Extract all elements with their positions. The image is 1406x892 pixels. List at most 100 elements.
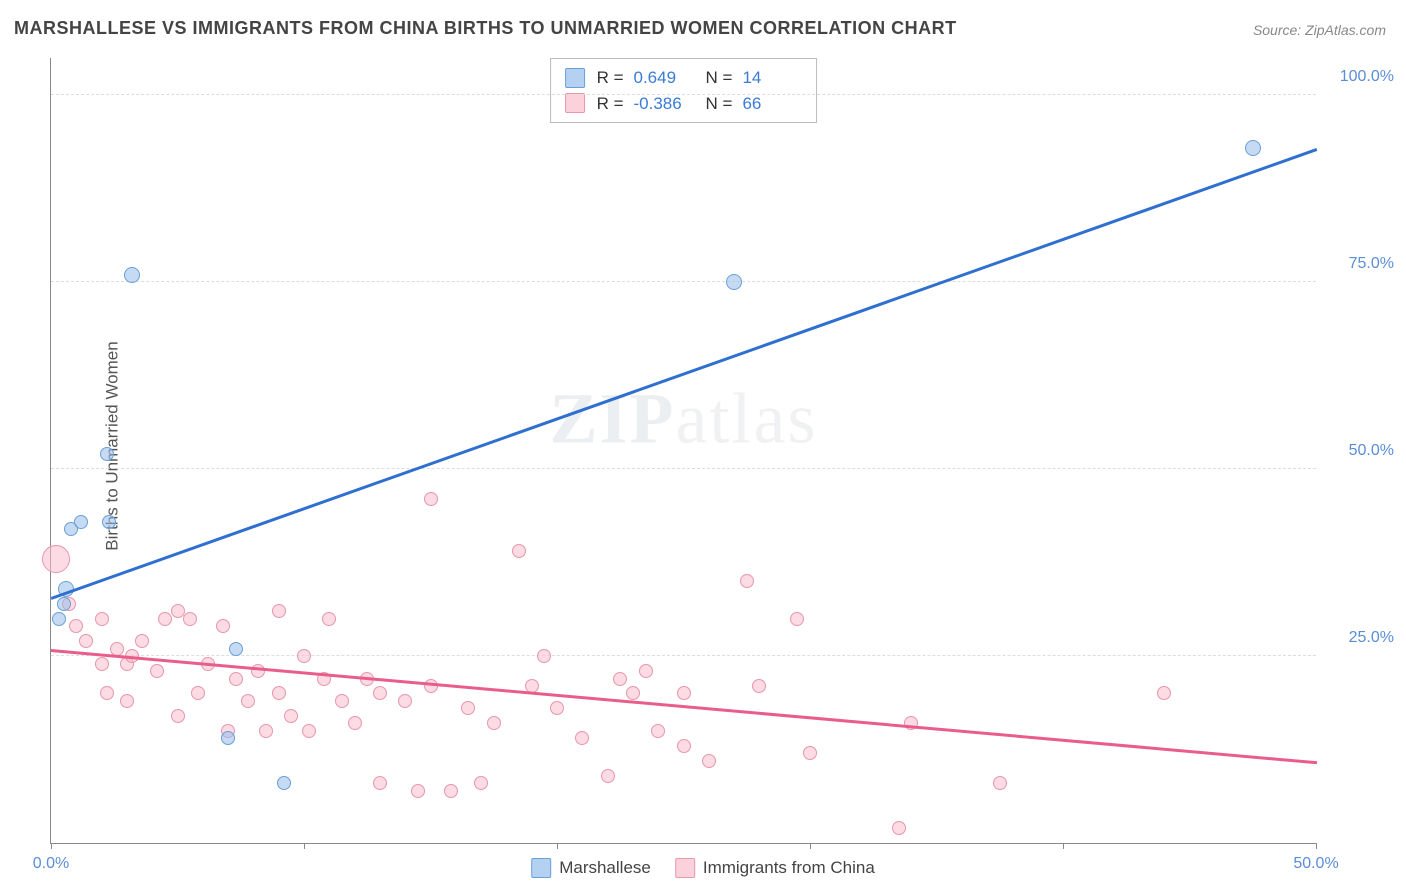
data-point — [461, 701, 475, 715]
data-point — [677, 686, 691, 700]
data-point — [158, 612, 172, 626]
data-point — [297, 649, 311, 663]
data-point — [726, 274, 742, 290]
chart-title: MARSHALLESE VS IMMIGRANTS FROM CHINA BIR… — [14, 18, 957, 39]
data-point — [993, 776, 1007, 790]
data-point — [95, 657, 109, 671]
watermark-light: atlas — [676, 379, 818, 459]
x-tick-label: 50.0% — [1293, 855, 1338, 873]
stat-n-value: 14 — [742, 65, 802, 91]
data-point — [241, 694, 255, 708]
stat-r-label: R = — [597, 65, 624, 91]
stat-r-value: 0.649 — [634, 65, 694, 91]
data-point — [74, 515, 88, 529]
stat-n-label: N = — [706, 65, 733, 91]
data-point — [272, 604, 286, 618]
data-point — [284, 709, 298, 723]
trend-line — [51, 148, 1318, 599]
legend-swatch — [675, 858, 695, 878]
data-point — [216, 619, 230, 633]
data-point — [398, 694, 412, 708]
data-point — [626, 686, 640, 700]
data-point — [277, 776, 291, 790]
gridline-horizontal — [51, 94, 1316, 95]
data-point — [892, 821, 906, 835]
data-point — [229, 672, 243, 686]
watermark-bold: ZIP — [550, 379, 676, 459]
data-point — [1245, 140, 1261, 156]
data-point — [752, 679, 766, 693]
watermark: ZIPatlas — [550, 378, 818, 461]
data-point — [42, 545, 70, 573]
data-point — [120, 694, 134, 708]
data-point — [424, 679, 438, 693]
data-point — [702, 754, 716, 768]
data-point — [651, 724, 665, 738]
source-label: Source: ZipAtlas.com — [1253, 22, 1386, 38]
data-point — [550, 701, 564, 715]
legend-item: Immigrants from China — [675, 858, 875, 878]
x-tick — [1063, 843, 1064, 849]
data-point — [100, 447, 114, 461]
data-point — [803, 746, 817, 760]
x-tick — [1316, 843, 1317, 849]
data-point — [444, 784, 458, 798]
data-point — [348, 716, 362, 730]
data-point — [135, 634, 149, 648]
legend-label: Immigrants from China — [703, 858, 875, 878]
data-point — [69, 619, 83, 633]
data-point — [639, 664, 653, 678]
data-point — [373, 776, 387, 790]
x-tick — [51, 843, 52, 849]
gridline-horizontal — [51, 468, 1316, 469]
data-point — [302, 724, 316, 738]
data-point — [229, 642, 243, 656]
data-point — [487, 716, 501, 730]
data-point — [474, 776, 488, 790]
data-point — [272, 686, 286, 700]
legend-item: Marshallese — [531, 858, 651, 878]
y-tick-label: 100.0% — [1340, 68, 1394, 86]
data-point — [322, 612, 336, 626]
x-tick — [304, 843, 305, 849]
data-point — [790, 612, 804, 626]
data-point — [677, 739, 691, 753]
data-point — [1157, 686, 1171, 700]
data-point — [171, 709, 185, 723]
plot-area: ZIPatlas R =0.649N =14R =-0.386N =66 25.… — [50, 58, 1316, 844]
legend: Marshallese Immigrants from China — [531, 858, 875, 878]
data-point — [601, 769, 615, 783]
data-point — [221, 731, 235, 745]
data-point — [411, 784, 425, 798]
data-point — [373, 686, 387, 700]
x-tick — [557, 843, 558, 849]
data-point — [537, 649, 551, 663]
data-point — [740, 574, 754, 588]
y-tick-label: 25.0% — [1349, 629, 1394, 647]
legend-label: Marshallese — [559, 858, 651, 878]
y-tick-label: 75.0% — [1349, 255, 1394, 273]
gridline-horizontal — [51, 655, 1316, 656]
data-point — [512, 544, 526, 558]
data-point — [613, 672, 627, 686]
legend-swatch — [565, 93, 585, 113]
stats-row: R = 0.649 N = 14 — [565, 65, 803, 91]
data-point — [124, 267, 140, 283]
data-point — [424, 492, 438, 506]
data-point — [183, 612, 197, 626]
data-point — [150, 664, 164, 678]
data-point — [191, 686, 205, 700]
stats-box: R =0.649N =14R =-0.386N =66 — [550, 58, 818, 123]
x-tick-label: 0.0% — [33, 855, 69, 873]
data-point — [52, 612, 66, 626]
data-point — [259, 724, 273, 738]
data-point — [575, 731, 589, 745]
y-tick-label: 50.0% — [1349, 442, 1394, 460]
x-tick — [810, 843, 811, 849]
data-point — [95, 612, 109, 626]
data-point — [335, 694, 349, 708]
chart-container: MARSHALLESE VS IMMIGRANTS FROM CHINA BIR… — [0, 0, 1406, 892]
data-point — [100, 686, 114, 700]
gridline-horizontal — [51, 281, 1316, 282]
legend-swatch — [565, 68, 585, 88]
